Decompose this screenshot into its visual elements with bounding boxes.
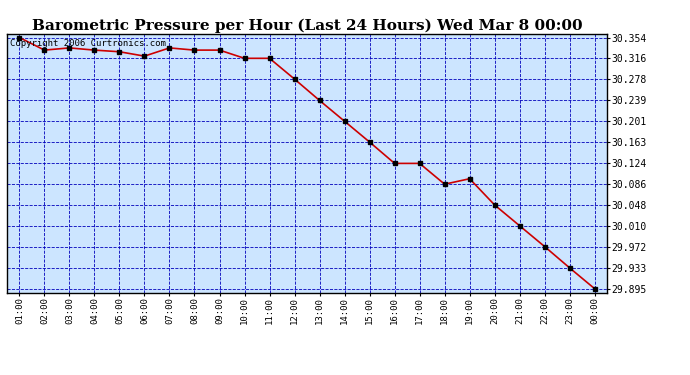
Text: Copyright 2006 Curtronics.com: Copyright 2006 Curtronics.com [10,39,166,48]
Title: Barometric Pressure per Hour (Last 24 Hours) Wed Mar 8 00:00: Barometric Pressure per Hour (Last 24 Ho… [32,18,582,33]
